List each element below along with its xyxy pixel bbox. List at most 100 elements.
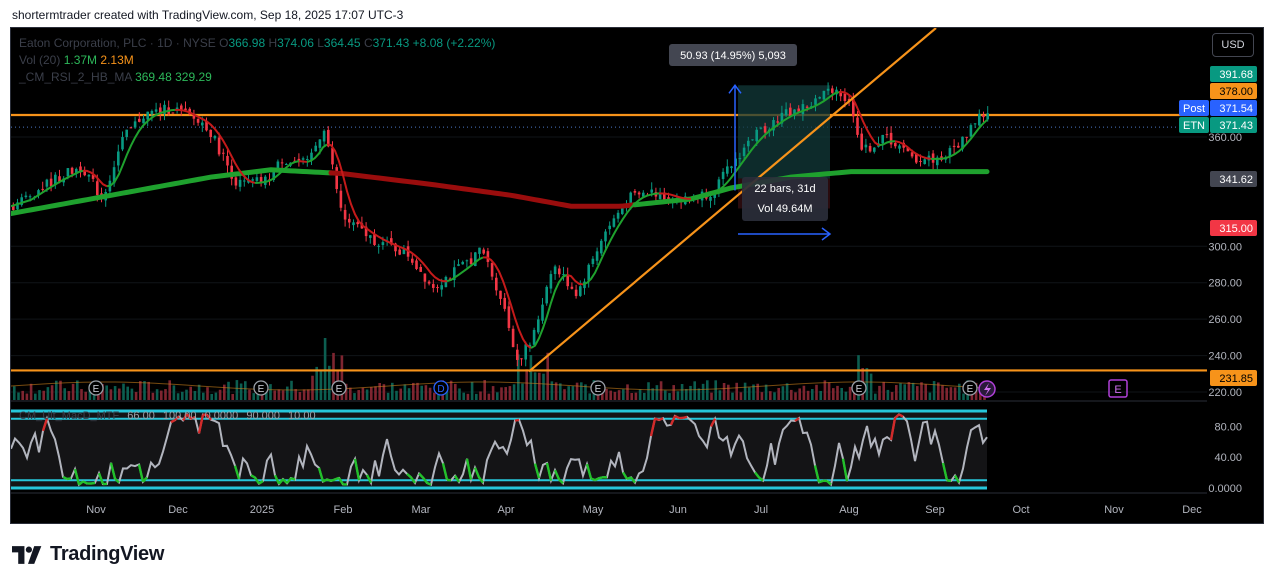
candle-body [957,145,960,148]
measure-arrow-head [728,84,742,94]
osc-oversold-segment [326,478,332,483]
price-badge-tag [1179,100,1209,116]
fast-ma-line [298,160,308,163]
candle-body [784,109,788,116]
volume-bar [701,383,705,400]
price-badge-value: 378.00 [1219,86,1253,98]
volume-bar [382,384,386,400]
osc-oversold-segment [590,477,596,482]
candle-body [41,188,44,190]
volume-bar [466,393,470,400]
candle-body [356,222,359,225]
volume-bar [164,389,167,400]
candle-body [818,97,821,99]
volume-bar [59,380,62,400]
volume-bar [323,338,327,400]
legend-vol-value: 1.37M [63,53,98,67]
candle-body [755,129,758,142]
candle-body [801,104,805,115]
legend-ma-row[interactable]: _CM_RSI_2_HB_MA 369.48 329.29 [19,69,495,86]
legend-symbol[interactable]: Eaton Corporation, PLC · 1D · NYSE [19,36,216,50]
candle-body [91,174,95,179]
volume-bar [21,390,24,400]
candle-body [511,328,515,348]
volume-bar [265,391,268,400]
candle-body [524,344,527,360]
fast-ma-line [306,143,328,163]
volume-bar [332,352,335,400]
currency-button[interactable]: USD [1212,33,1254,57]
volume-bar [790,389,793,400]
candle-body [213,136,217,139]
volume-bar [538,372,541,400]
volume-bar [630,393,633,400]
volume-bar [945,387,948,400]
candle-body [196,118,200,123]
candle-body [264,176,267,185]
osc-overbought-segment [898,413,904,418]
legend-volume-row[interactable]: Vol (20) 1.37M 2.13M [19,52,495,69]
volume-bar [25,393,29,400]
volume-bar [319,370,323,400]
candle-body [965,136,968,138]
candle-body [915,154,918,163]
legend-h-label: H [268,36,278,50]
price-badge [1210,66,1257,82]
osc-overbought-segment [889,417,897,441]
volume-bar [294,389,297,400]
candle-body [285,164,288,166]
volume-bar [533,372,537,400]
candle-body [793,109,796,116]
dividend-marker [433,380,449,396]
volume-bar [67,391,71,400]
price-badge [1210,83,1257,99]
volume-bar [638,389,642,400]
time-tick-label: Dec [1182,504,1202,516]
volume-bar [76,380,79,400]
volume-bar [903,384,906,400]
volume-bar [622,389,625,400]
lightning-icon [984,383,991,396]
chart-legend[interactable]: Eaton Corporation, PLC · 1D · NYSE O366.… [19,35,495,86]
time-tick-label: Oct [1012,504,1029,516]
candle-body [259,177,263,183]
osc-oversold-segment [826,480,832,486]
measure-info-box [742,177,828,221]
volume-bar [659,381,663,400]
osc-oversold-segment [137,464,145,483]
chart-caption: shortermtrader created with TradingView.… [12,8,404,22]
osc-oversold-segment [446,478,452,482]
volume-bar [890,392,894,400]
price-chart-svg[interactable]: 50.93 (14.95%) 5,093 22 bars, 31d Vol 49.6… [11,28,1264,524]
osc-overbought-segment [170,418,176,424]
candle-body [243,180,246,182]
candle-body [247,180,250,183]
osc-value-4: 90.000 [246,410,280,422]
candle-body [856,117,859,135]
volume-bar [361,387,365,400]
volume-bar [353,393,356,400]
volume-bar [962,393,965,400]
volume-bar [248,389,251,400]
candle-body [663,192,666,200]
candle-body [192,113,196,119]
tradingview-logo[interactable]: TradingView [12,543,164,566]
earnings-marker-label: E [93,384,100,395]
candle-body [789,107,792,116]
volume-bar [907,382,911,400]
oscillator-legend[interactable]: CM_Ult_MacD_MTF 66.00 100.00 0.0000 90.0… [19,410,321,422]
legend-vol-label: Vol (20) [19,53,61,67]
volume-bar [46,387,50,400]
earnings-marker [253,380,269,396]
chart-panel[interactable]: 50.93 (14.95%) 5,093 22 bars, 31d Vol 49.6… [10,27,1264,524]
candle-body [717,179,721,194]
volume-bar [832,388,835,400]
candle-body [797,108,800,112]
volume-bar [231,393,234,400]
osc-overbought-segment [894,413,900,419]
osc-oversold-segment [97,472,105,485]
candle-body [402,248,406,255]
candle-body [117,151,120,166]
osc-oversold-segment [142,476,148,483]
time-tick-label: May [583,504,604,516]
